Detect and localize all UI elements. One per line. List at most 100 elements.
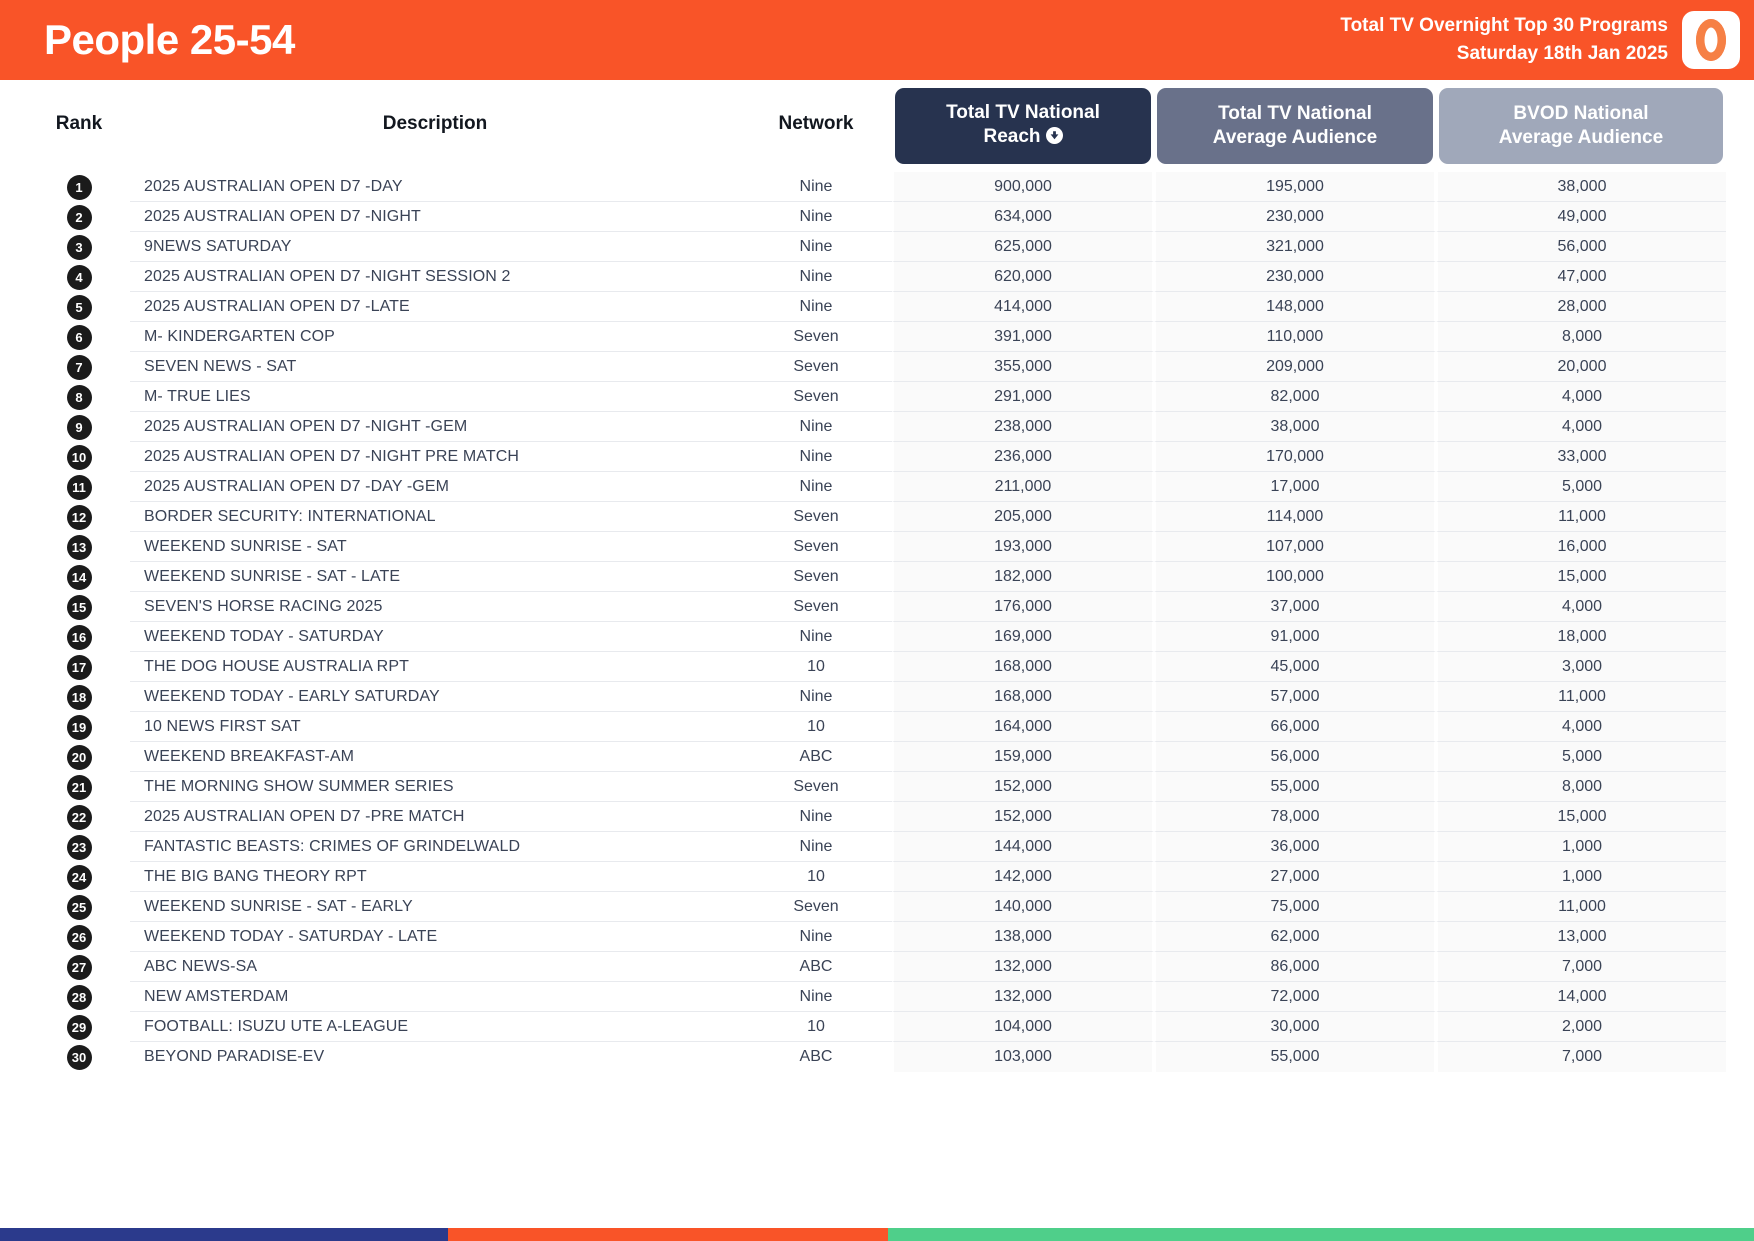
cell-description: WEEKEND TODAY - SATURDAY - LATE — [130, 922, 740, 952]
cell-network: Seven — [740, 322, 892, 352]
stripe-segment-blue — [0, 1228, 448, 1241]
sort-descending-icon[interactable] — [1045, 127, 1063, 151]
table-row[interactable]: 29 FOOTBALL: ISUZU UTE A-LEAGUE 10 104,000 3… — [28, 1012, 1726, 1042]
cell-network: Nine — [740, 232, 892, 262]
table-row[interactable]: 22 2025 AUSTRALIAN OPEN D7 -PRE MATCH Nine… — [28, 802, 1726, 832]
table-row[interactable]: 28 NEW AMSTERDAM Nine 132,000 72,000 14,000 — [28, 982, 1726, 1012]
cell-rank: 6 — [28, 322, 130, 352]
stripe-segment-green — [888, 1228, 1754, 1241]
cell-description: WEEKEND TODAY - EARLY SATURDAY — [130, 682, 740, 712]
table-row[interactable]: 19 10 NEWS FIRST SAT 10 164,000 66,000 4,000 — [28, 712, 1726, 742]
cell-total-tv-reach: 168,000 — [892, 652, 1154, 682]
cell-total-tv-average-audience: 114,000 — [1154, 502, 1436, 532]
cell-total-tv-reach: 182,000 — [892, 562, 1154, 592]
table-row[interactable]: 8 M- TRUE LIES Seven 291,000 82,000 4,000 — [28, 382, 1726, 412]
cell-rank: 1 — [28, 172, 130, 202]
table-row[interactable]: 23 FANTASTIC BEASTS: CRIMES OF GRINDELWAL… — [28, 832, 1726, 862]
cell-network: Seven — [740, 562, 892, 592]
table-row[interactable]: 18 WEEKEND TODAY - EARLY SATURDAY Nine 168,… — [28, 682, 1726, 712]
table-row[interactable]: 26 WEEKEND TODAY - SATURDAY - LATE Nine 138… — [28, 922, 1726, 952]
cell-total-tv-reach: 132,000 — [892, 982, 1154, 1012]
column-header-reach-line1: Total TV National — [946, 102, 1100, 124]
table-row[interactable]: 12 BORDER SECURITY: INTERNATIONAL Seven 205… — [28, 502, 1726, 532]
rank-badge: 14 — [66, 564, 92, 590]
column-header-total-tv-reach[interactable]: Total TV National Reach — [892, 80, 1154, 172]
column-header-network[interactable]: Network — [778, 113, 854, 134]
column-header-rank[interactable]: Rank — [55, 113, 103, 134]
cell-network: 10 — [740, 652, 892, 682]
table-row[interactable]: 2 2025 AUSTRALIAN OPEN D7 -NIGHT Nine 634,0… — [28, 202, 1726, 232]
column-header-bvod-average-audience[interactable]: BVOD National Average Audience — [1436, 80, 1726, 172]
cell-total-tv-average-audience: 62,000 — [1154, 922, 1436, 952]
cell-network: Seven — [740, 352, 892, 382]
cell-network: Nine — [740, 292, 892, 322]
cell-total-tv-average-audience: 38,000 — [1154, 412, 1436, 442]
report-date: Saturday 18th Jan 2025 — [1456, 43, 1668, 64]
table-row[interactable]: 6 M- KINDERGARTEN COP Seven 391,000 110,000 8… — [28, 322, 1726, 352]
table-row[interactable]: 16 WEEKEND TODAY - SATURDAY Nine 169,000 91,… — [28, 622, 1726, 652]
cell-bvod-average-audience: 38,000 — [1436, 172, 1726, 202]
rank-badge: 20 — [66, 744, 92, 770]
table-row[interactable]: 14 WEEKEND SUNRISE - SAT - LATE Seven 182,0… — [28, 562, 1726, 592]
cell-description: 10 NEWS FIRST SAT — [130, 712, 740, 742]
cell-network: Nine — [740, 802, 892, 832]
cell-total-tv-reach: 152,000 — [892, 802, 1154, 832]
cell-total-tv-average-audience: 55,000 — [1154, 772, 1436, 802]
cell-total-tv-average-audience: 55,000 — [1154, 1042, 1436, 1072]
table-row[interactable]: 3 9NEWS SATURDAY Nine 625,000 321,000 56,000 — [28, 232, 1726, 262]
cell-rank: 5 — [28, 292, 130, 322]
table-row[interactable]: 17 THE DOG HOUSE AUSTRALIA RPT 10 168,000 45… — [28, 652, 1726, 682]
table-row[interactable]: 5 2025 AUSTRALIAN OPEN D7 -LATE Nine 414,00… — [28, 292, 1726, 322]
table-row[interactable]: 9 2025 AUSTRALIAN OPEN D7 -NIGHT -GEM Nine… — [28, 412, 1726, 442]
cell-bvod-average-audience: 28,000 — [1436, 292, 1726, 322]
cell-description: THE DOG HOUSE AUSTRALIA RPT — [130, 652, 740, 682]
table-row[interactable]: 4 2025 AUSTRALIAN OPEN D7 -NIGHT SESSION … — [28, 262, 1726, 292]
cell-description: ABC NEWS-SA — [130, 952, 740, 982]
table-row[interactable]: 30 BEYOND PARADISE-EV ABC 103,000 55,000 7,00… — [28, 1042, 1726, 1072]
cell-total-tv-average-audience: 86,000 — [1154, 952, 1436, 982]
cell-total-tv-reach: 238,000 — [892, 412, 1154, 442]
cell-rank: 24 — [28, 862, 130, 892]
cell-description: 2025 AUSTRALIAN OPEN D7 -NIGHT -GEM — [130, 412, 740, 442]
cell-description: WEEKEND SUNRISE - SAT - EARLY — [130, 892, 740, 922]
cell-network: Seven — [740, 592, 892, 622]
table-row[interactable]: 13 WEEKEND SUNRISE - SAT Seven 193,000 107,0… — [28, 532, 1726, 562]
table-row[interactable]: 24 THE BIG BANG THEORY RPT 10 142,000 27,000… — [28, 862, 1726, 892]
table-row[interactable]: 10 2025 AUSTRALIAN OPEN D7 -NIGHT PRE MAT… — [28, 442, 1726, 472]
table-body: 1 2025 AUSTRALIAN OPEN D7 -DAY Nine 900,000… — [28, 172, 1726, 1072]
cell-bvod-average-audience: 7,000 — [1436, 952, 1726, 982]
cell-rank: 11 — [28, 472, 130, 502]
cell-total-tv-reach: 236,000 — [892, 442, 1154, 472]
table-row[interactable]: 15 SEVEN'S HORSE RACING 2025 Seven 176,000 3… — [28, 592, 1726, 622]
cell-total-tv-average-audience: 230,000 — [1154, 202, 1436, 232]
table-row[interactable]: 25 WEEKEND SUNRISE - SAT - EARLY Seven 140,… — [28, 892, 1726, 922]
table-row[interactable]: 27 ABC NEWS-SA ABC 132,000 86,000 7,000 — [28, 952, 1726, 982]
cell-total-tv-reach: 355,000 — [892, 352, 1154, 382]
table-row[interactable]: 20 WEEKEND BREAKFAST-AM ABC 159,000 56,000 5,… — [28, 742, 1726, 772]
column-header-total-tv-average-audience[interactable]: Total TV National Average Audience — [1154, 80, 1436, 172]
cell-network: Nine — [740, 832, 892, 862]
cell-description: FOOTBALL: ISUZU UTE A-LEAGUE — [130, 1012, 740, 1042]
cell-bvod-average-audience: 1,000 — [1436, 862, 1726, 892]
stripe-segment-orange — [448, 1228, 888, 1241]
cell-network: Nine — [740, 442, 892, 472]
cell-total-tv-reach: 414,000 — [892, 292, 1154, 322]
table-row[interactable]: 11 2025 AUSTRALIAN OPEN D7 -DAY -GEM Nine 2… — [28, 472, 1726, 502]
table-row[interactable]: 1 2025 AUSTRALIAN OPEN D7 -DAY Nine 900,000… — [28, 172, 1726, 202]
rank-badge: 7 — [66, 354, 92, 380]
cell-description: THE BIG BANG THEORY RPT — [130, 862, 740, 892]
column-header-description[interactable]: Description — [382, 113, 488, 134]
cell-total-tv-average-audience: 72,000 — [1154, 982, 1436, 1012]
cell-total-tv-average-audience: 107,000 — [1154, 532, 1436, 562]
table-row[interactable]: 7 SEVEN NEWS - SAT Seven 355,000 209,000 20,0… — [28, 352, 1726, 382]
cell-total-tv-average-audience: 36,000 — [1154, 832, 1436, 862]
rank-badge: 15 — [66, 594, 92, 620]
cell-total-tv-reach: 291,000 — [892, 382, 1154, 412]
table-row[interactable]: 21 THE MORNING SHOW SUMMER SERIES Seven 152… — [28, 772, 1726, 802]
cell-bvod-average-audience: 56,000 — [1436, 232, 1726, 262]
cell-bvod-average-audience: 4,000 — [1436, 712, 1726, 742]
cell-description: M- TRUE LIES — [130, 382, 740, 412]
rank-badge: 27 — [66, 954, 92, 980]
cell-total-tv-average-audience: 57,000 — [1154, 682, 1436, 712]
cell-description: BORDER SECURITY: INTERNATIONAL — [130, 502, 740, 532]
